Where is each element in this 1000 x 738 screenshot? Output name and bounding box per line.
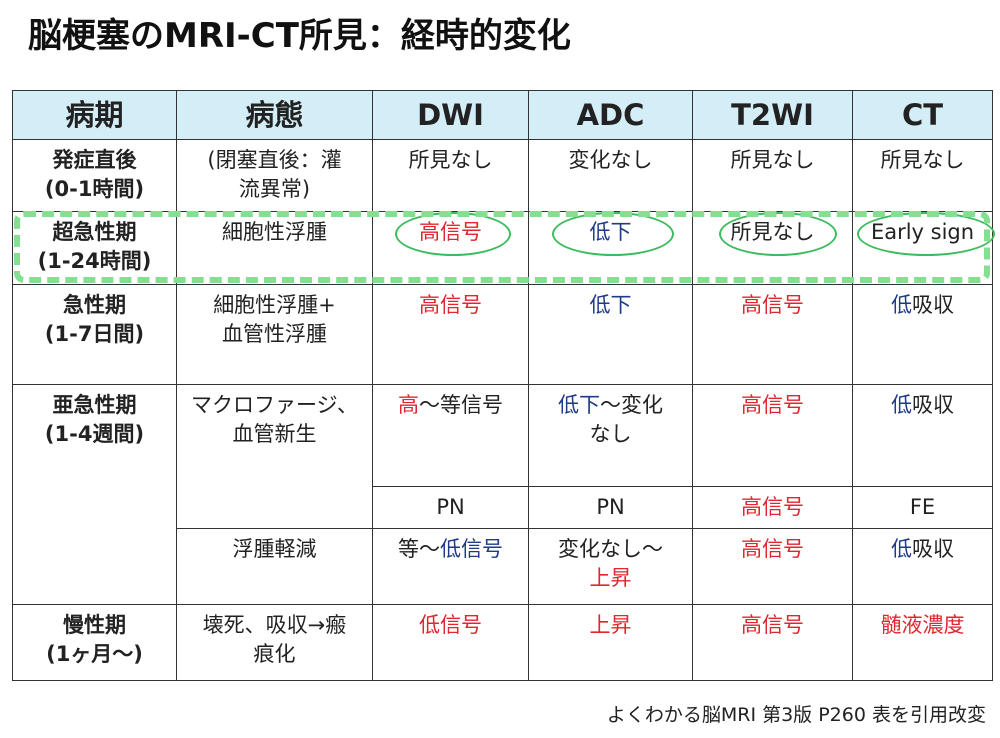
- pathology-text: 血管性浮腫: [222, 322, 327, 346]
- pathology-text: 細胞性浮腫+: [213, 293, 336, 317]
- finding-text: 吸収: [912, 293, 954, 317]
- dwi-cell: 低信号: [372, 604, 529, 681]
- t2wi-cell: 高信号: [692, 486, 853, 529]
- ct-cell: FE: [852, 486, 993, 529]
- header-dwi: DWI: [372, 90, 529, 140]
- finding-text: 低下: [558, 393, 600, 417]
- dwi-cell: 高信号: [372, 211, 529, 285]
- stage-duration: (0-1時間): [44, 177, 145, 201]
- ct-cell: Early sign: [852, 211, 995, 285]
- adc-cell: 低下: [528, 284, 693, 385]
- circled-finding: Early sign: [856, 212, 995, 256]
- t2wi-cell: 所見なし: [692, 211, 853, 285]
- stage-cell: 発症直後 (0-1時間): [12, 139, 177, 212]
- pathology-text: 血管新生: [232, 422, 317, 446]
- stage-duration: (1ヶ月〜): [46, 642, 143, 666]
- finding-text: 等〜: [398, 537, 440, 561]
- t2wi-cell: 高信号: [692, 384, 853, 487]
- mri-ct-table: 病期 病態 DWI ADC T2WI CT 発症直後 (0-1時間) (閉塞直後…: [12, 90, 995, 681]
- citation-footer: よくわかる脳MRI 第3版 P260 表を引用改変: [606, 704, 986, 726]
- adc-cell: 低下: [528, 211, 693, 285]
- stage-name: 発症直後: [52, 148, 137, 172]
- adc-cell: 低下〜変化 なし: [528, 384, 693, 487]
- table-row-hyperacute: 超急性期 (1-24時間) 細胞性浮腫 高信号 低下 所見なし Early si…: [12, 211, 995, 285]
- stage-cell: 慢性期 (1ヶ月〜): [12, 604, 177, 681]
- t2wi-cell: 所見なし: [692, 139, 853, 212]
- circled-finding: 高信号: [395, 212, 511, 256]
- stage-cell: 急性期 (1-7日間): [12, 284, 177, 385]
- circled-finding: 低下: [551, 212, 674, 256]
- table-row-subacute: 亜急性期 (1-4週間) マクロファージ、 血管新生 高〜等信号 低下〜変化 な…: [12, 384, 993, 605]
- stage-name: 慢性期: [63, 613, 126, 637]
- pathology-cell: 浮腫軽減: [176, 528, 373, 605]
- header-ct: CT: [852, 90, 993, 140]
- stage-name: 超急性期: [52, 220, 137, 244]
- t2wi-cell: 高信号: [692, 284, 853, 385]
- finding-text: 変化なし〜: [558, 537, 663, 561]
- stage-duration: (1-4週間): [44, 422, 145, 446]
- finding-text: 低下: [589, 220, 632, 244]
- t2wi-cell: 高信号: [692, 604, 853, 681]
- pathology-text: マクロファージ、: [191, 393, 358, 417]
- adc-cell: 上昇: [528, 604, 693, 681]
- dwi-cell: 高〜等信号: [372, 384, 529, 487]
- finding-text: 低: [891, 393, 912, 417]
- pathology-cell: 細胞性浮腫+ 血管性浮腫: [176, 284, 373, 385]
- stage-cell: 超急性期 (1-24時間): [12, 211, 177, 285]
- finding-text: 吸収: [912, 393, 954, 417]
- circled-finding: 所見なし: [718, 212, 837, 256]
- finding-text: 〜等信号: [419, 393, 503, 417]
- dwi-cell: PN: [372, 486, 529, 529]
- table-row-subacute-edema: 浮腫軽減 等〜低信号 変化なし〜 上昇 高信号 低吸収: [13, 528, 993, 605]
- header-period: 病期: [12, 90, 177, 140]
- stage-duration: (1-24時間): [37, 249, 152, 273]
- header-pathology: 病態: [176, 90, 373, 140]
- pathology-cell: (閉塞直後：灌 流異常): [176, 139, 373, 212]
- stage-name: 急性期: [63, 293, 126, 317]
- dwi-cell: 高信号: [372, 284, 529, 385]
- header-t2wi: T2WI: [692, 90, 853, 140]
- pathology-cell: マクロファージ、 血管新生: [176, 384, 373, 529]
- adc-cell: 変化なし: [528, 139, 693, 212]
- stage-duration: (1-7日間): [44, 322, 145, 346]
- ct-cell: 所見なし: [852, 139, 993, 212]
- header-adc: ADC: [528, 90, 693, 140]
- table-row-onset: 発症直後 (0-1時間) (閉塞直後：灌 流異常) 所見なし 変化なし 所見なし…: [12, 139, 993, 212]
- pathology-cell: 細胞性浮腫: [176, 211, 373, 285]
- adc-cell: PN: [528, 486, 693, 529]
- ct-cell: 低吸収: [852, 528, 993, 605]
- finding-text: 低信号: [440, 537, 503, 561]
- pathology-text: 痕化: [253, 642, 296, 666]
- finding-text: Early sign: [870, 220, 975, 244]
- finding-text: 高信号: [419, 220, 482, 244]
- ct-cell: 低吸収: [852, 284, 993, 385]
- table-row-subacute-pn: PN PN 高信号 FE: [13, 486, 993, 529]
- finding-text: なし: [589, 422, 632, 446]
- dwi-cell: 等〜低信号: [372, 528, 529, 605]
- header-row: 病期 病態 DWI ADC T2WI CT: [12, 90, 993, 140]
- finding-text: 低: [891, 537, 912, 561]
- adc-cell: 変化なし〜 上昇: [528, 528, 693, 605]
- ct-cell: 髄液濃度: [852, 604, 993, 681]
- finding-text: 〜変化: [600, 393, 663, 417]
- pathology-text: 流異常): [238, 177, 311, 201]
- finding-text: 上昇: [589, 566, 632, 590]
- stage-name: 亜急性期: [52, 393, 137, 417]
- pathology-text: (閉塞直後：灌: [207, 148, 342, 172]
- finding-text: 高: [398, 393, 419, 417]
- pathology-cell: 壊死、吸収→瘢 痕化: [176, 604, 373, 681]
- table-row-chronic: 慢性期 (1ヶ月〜) 壊死、吸収→瘢 痕化 低信号 上昇 高信号 髄液濃度: [12, 604, 993, 681]
- finding-text: 吸収: [912, 537, 954, 561]
- page-title: 脳梗塞のMRI-CT所見：経時的変化: [28, 16, 571, 56]
- finding-text: 低: [891, 293, 912, 317]
- stage-cell: 亜急性期 (1-4週間): [12, 384, 177, 605]
- dwi-cell: 所見なし: [372, 139, 529, 212]
- table-row-acute: 急性期 (1-7日間) 細胞性浮腫+ 血管性浮腫 高信号 低下 高信号 低吸収: [12, 284, 993, 385]
- t2wi-cell: 高信号: [692, 528, 853, 605]
- finding-text: 所見なし: [730, 220, 815, 244]
- pathology-text: 壊死、吸収→瘢: [202, 613, 347, 637]
- ct-cell: 低吸収: [852, 384, 993, 487]
